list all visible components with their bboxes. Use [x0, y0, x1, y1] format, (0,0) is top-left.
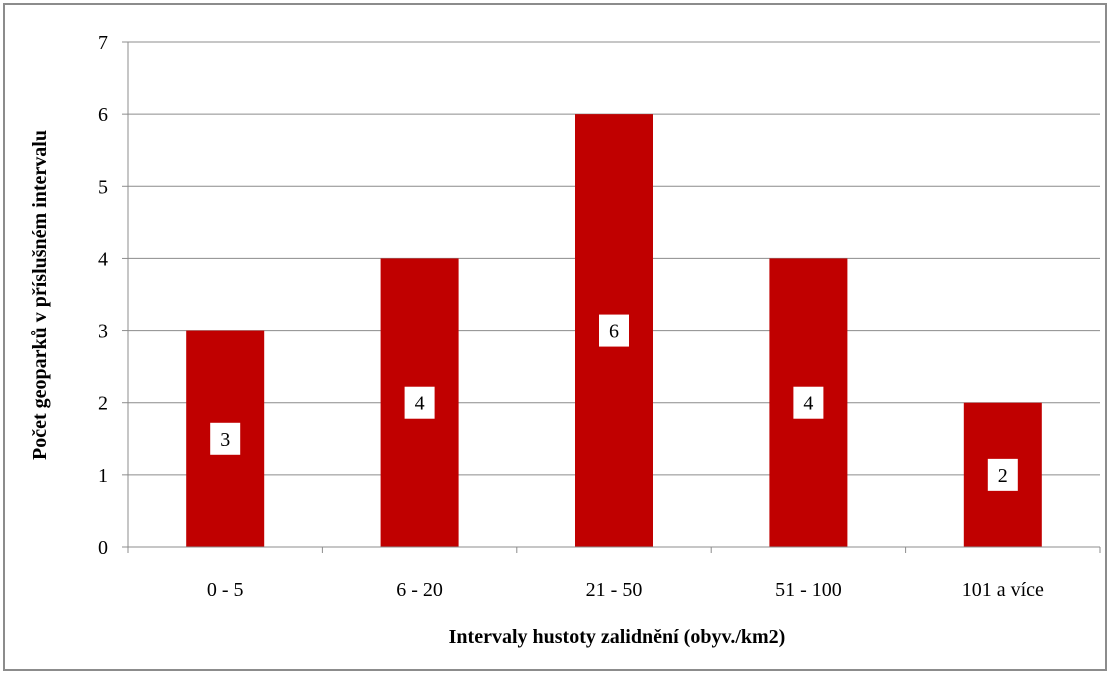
- y-tick-label: 7: [98, 32, 108, 54]
- y-tick-label: 0: [98, 537, 108, 559]
- y-tick-label: 5: [98, 176, 108, 198]
- data-label-box: [599, 314, 629, 347]
- x-tick-labels: 0 - 5 6 - 20 21 - 50 51 - 100 101 a více: [207, 579, 1044, 601]
- data-label-box: [793, 386, 824, 419]
- x-tick-label: 0 - 5: [207, 579, 244, 601]
- y-tick-label: 6: [98, 104, 108, 126]
- data-label-box: [404, 386, 435, 419]
- x-tick-label: 6 - 20: [396, 579, 443, 601]
- y-tick-label: 1: [98, 465, 108, 487]
- x-tick-label: 21 - 50: [586, 579, 643, 601]
- axes: [122, 41, 1101, 553]
- data-label-box: [210, 422, 241, 455]
- data-label-box: [987, 458, 1018, 491]
- x-axis-title: Intervaly hustoty zalidnění (obyv./km2): [449, 626, 786, 648]
- y-tick-label: 3: [98, 321, 108, 343]
- data-labels: 3 4 6 4 2: [210, 314, 1018, 491]
- x-tick-label: 101 a více: [962, 579, 1044, 601]
- data-label: 2: [998, 465, 1008, 487]
- data-label: 6: [609, 321, 619, 343]
- data-label: 4: [803, 393, 813, 415]
- data-label: 4: [415, 393, 425, 415]
- y-tick-label: 2: [98, 393, 108, 415]
- y-axis-title: Počet geoparků v příslušném intervalu: [29, 130, 51, 460]
- y-tick-label: 4: [98, 248, 108, 270]
- data-label: 3: [220, 429, 230, 451]
- y-tick-labels: 0 1 2 3 4 5 6 7: [98, 32, 108, 559]
- x-tick-label: 51 - 100: [775, 579, 842, 601]
